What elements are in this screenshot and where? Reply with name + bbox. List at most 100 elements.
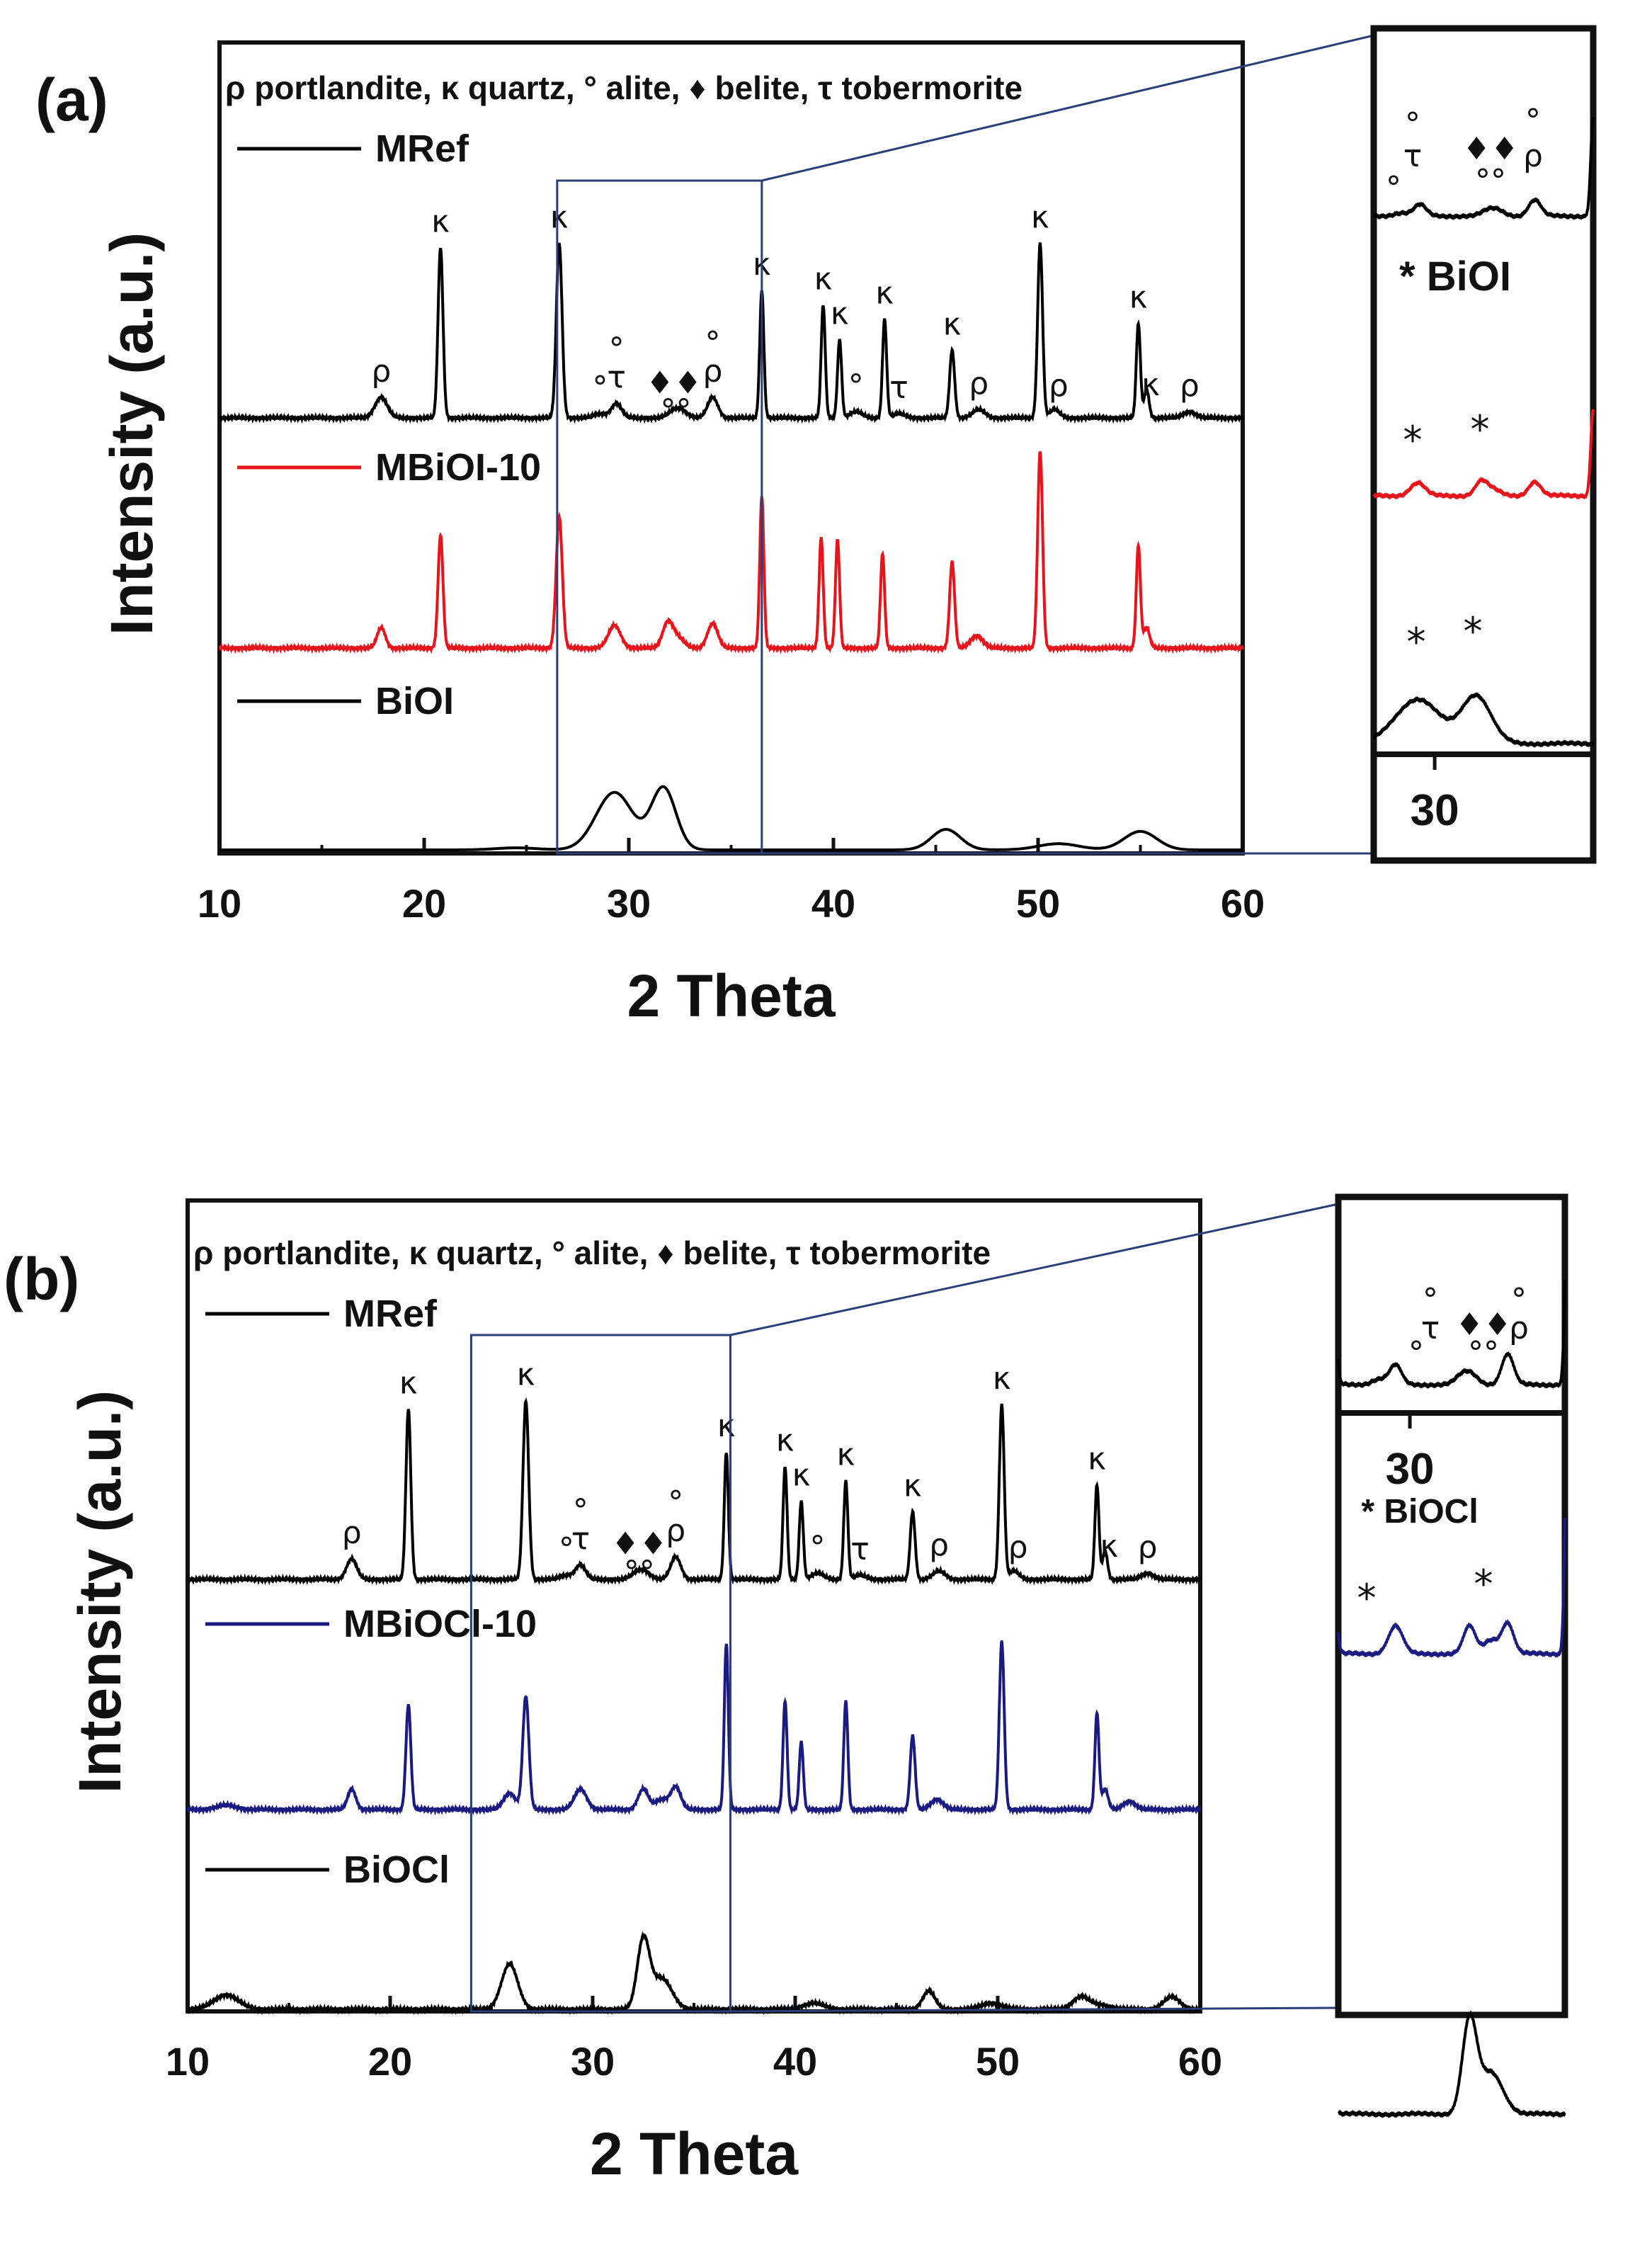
x-tick-label: 10 <box>198 881 241 926</box>
legend-label: BiOCl <box>343 1849 450 1891</box>
peak-label: ° <box>559 1531 574 1567</box>
series-line-MRef <box>218 242 1244 424</box>
x-tick-label: 20 <box>402 881 446 926</box>
inset-peak-label: ° <box>1405 106 1420 142</box>
peak-label: °° <box>624 1554 655 1590</box>
peak-label: ° <box>809 1529 825 1565</box>
peak-label: ρ <box>666 1513 685 1549</box>
x-tick-label: 20 <box>368 2039 412 2084</box>
inset-peak-label: τ <box>1403 138 1423 174</box>
legend-label: MRef <box>343 1293 438 1335</box>
y-axis-title: Intensity (a.u.) <box>98 232 165 635</box>
inset-series-MRef <box>1372 116 1595 220</box>
peak-label: κ <box>431 203 450 239</box>
inset-star: * <box>1357 1576 1377 1620</box>
peak-label: κ <box>1088 1441 1106 1477</box>
legend-label: MRef <box>375 127 469 170</box>
inset-tick-label: 30 <box>1411 786 1459 835</box>
inset-peak-label: ° <box>1511 1282 1527 1318</box>
inset-series-MRef <box>1337 1280 1566 1390</box>
x-tick-label: 30 <box>607 881 651 926</box>
phase-legend: ρ portlandite, κ quartz, ° alite, ♦ beli… <box>225 69 1022 106</box>
peak-label: κ <box>792 1458 811 1494</box>
inset-peak-label: ° <box>1386 170 1401 206</box>
inset-peak-label: °° <box>1475 163 1506 199</box>
x-tick-label: 60 <box>1221 881 1265 926</box>
peak-label: κ <box>550 200 569 236</box>
peak-label: ° <box>848 368 864 404</box>
legend-label: BiOI <box>375 680 454 722</box>
peak-label: ρ <box>1049 368 1069 404</box>
peak-label: ρ <box>969 365 989 402</box>
peak-label: κ <box>1100 1528 1118 1565</box>
peak-label: κ <box>776 1423 794 1459</box>
series-line-MRef <box>186 1397 1202 1586</box>
peak-label: κ <box>993 1361 1011 1397</box>
inset-peak-label: ρ <box>1509 1310 1529 1346</box>
series-line-MBiOI-10 <box>218 451 1244 654</box>
peak-label: κ <box>1129 279 1148 315</box>
peak-label: τ <box>607 360 626 396</box>
x-axis-title: 2 Theta <box>627 962 836 1029</box>
peak-label: κ <box>1031 199 1049 235</box>
inset-peak-label: ° <box>1423 1282 1438 1318</box>
inset-series-MBiOCl-10 <box>1337 1518 1566 1659</box>
zoom-window <box>469 1334 731 2013</box>
series-line-BiOI <box>220 785 1243 851</box>
x-axis-title: 2 Theta <box>590 2120 799 2187</box>
panel-a: (a) 10 20 30 40 50 60 2 Theta Intensity (a.u.) ρ … <box>35 25 1597 1029</box>
peak-label: τ <box>850 1531 870 1567</box>
inset-star: * <box>1464 609 1483 654</box>
zoom-connector <box>730 2006 1339 2013</box>
inset-series-BiOI <box>1372 692 1595 748</box>
x-tick-label: 30 <box>571 2039 615 2084</box>
panel-label: (b) <box>4 1246 79 1312</box>
peak-label: κ <box>904 1467 922 1504</box>
legend-label: MBiOCl-10 <box>343 1603 537 1645</box>
y-axis-title: Intensity (a.u.) <box>67 1390 133 1793</box>
zoom-connector <box>761 34 1374 182</box>
inset-frame <box>1370 25 1597 864</box>
peak-label: κ <box>875 275 894 311</box>
peak-label: τ <box>571 1521 591 1557</box>
peak-label: κ <box>399 1365 418 1401</box>
x-tick-label: 50 <box>1016 881 1060 926</box>
peak-label: ° <box>668 1484 683 1521</box>
peak-label: κ <box>814 261 833 297</box>
zoom-connector <box>730 1203 1339 1336</box>
peak-label: ρ <box>1138 1529 1158 1565</box>
inset-annotation: * BiOI <box>1399 254 1511 300</box>
peak-label: °° <box>660 392 691 428</box>
inset-annotation: * BiOCl <box>1361 1493 1478 1531</box>
peak-label: ρ <box>703 353 723 390</box>
inset-peak-label: ♦♦ <box>1456 1307 1512 1343</box>
peak-label: ° <box>705 325 720 361</box>
inset-star: * <box>1474 1562 1493 1606</box>
series-line-MBiOCl-10 <box>186 1640 1202 1816</box>
zoom-window <box>556 179 763 855</box>
inset-peak-label: τ <box>1421 1310 1440 1346</box>
inset-peak-label: ρ <box>1523 138 1543 174</box>
peak-label: κ <box>717 1408 736 1444</box>
phase-legend: ρ portlandite, κ quartz, ° alite, ♦ beli… <box>193 1234 991 1271</box>
peak-label: κ <box>943 306 962 342</box>
peak-label: κ <box>837 1436 855 1472</box>
peak-label: ρ <box>342 1515 362 1551</box>
x-tick-label: 10 <box>166 2039 210 2084</box>
inset-peak-label: ° <box>1408 1335 1424 1371</box>
peak-label: ♦♦ <box>646 365 702 402</box>
inset-peak-label: °° <box>1468 1335 1499 1371</box>
panel-b: (b) 10 20 30 40 50 60 2 Theta Intensity (a.u.) ρ … <box>4 1193 1568 2187</box>
peak-label: ♦♦ <box>611 1526 667 1562</box>
panel-label: (a) <box>35 67 108 133</box>
inset-series-BiOCl <box>1338 2010 1566 2118</box>
peak-label: κ <box>1141 367 1160 403</box>
x-tick-label: 40 <box>811 881 855 926</box>
legend-label: MBiOI-10 <box>375 446 541 489</box>
peak-label: κ <box>831 296 849 332</box>
peak-label: ° <box>593 370 608 406</box>
x-tick-label: 60 <box>1178 2039 1222 2084</box>
peak-label: κ <box>517 1357 535 1393</box>
peak-label: ° <box>573 1492 588 1528</box>
